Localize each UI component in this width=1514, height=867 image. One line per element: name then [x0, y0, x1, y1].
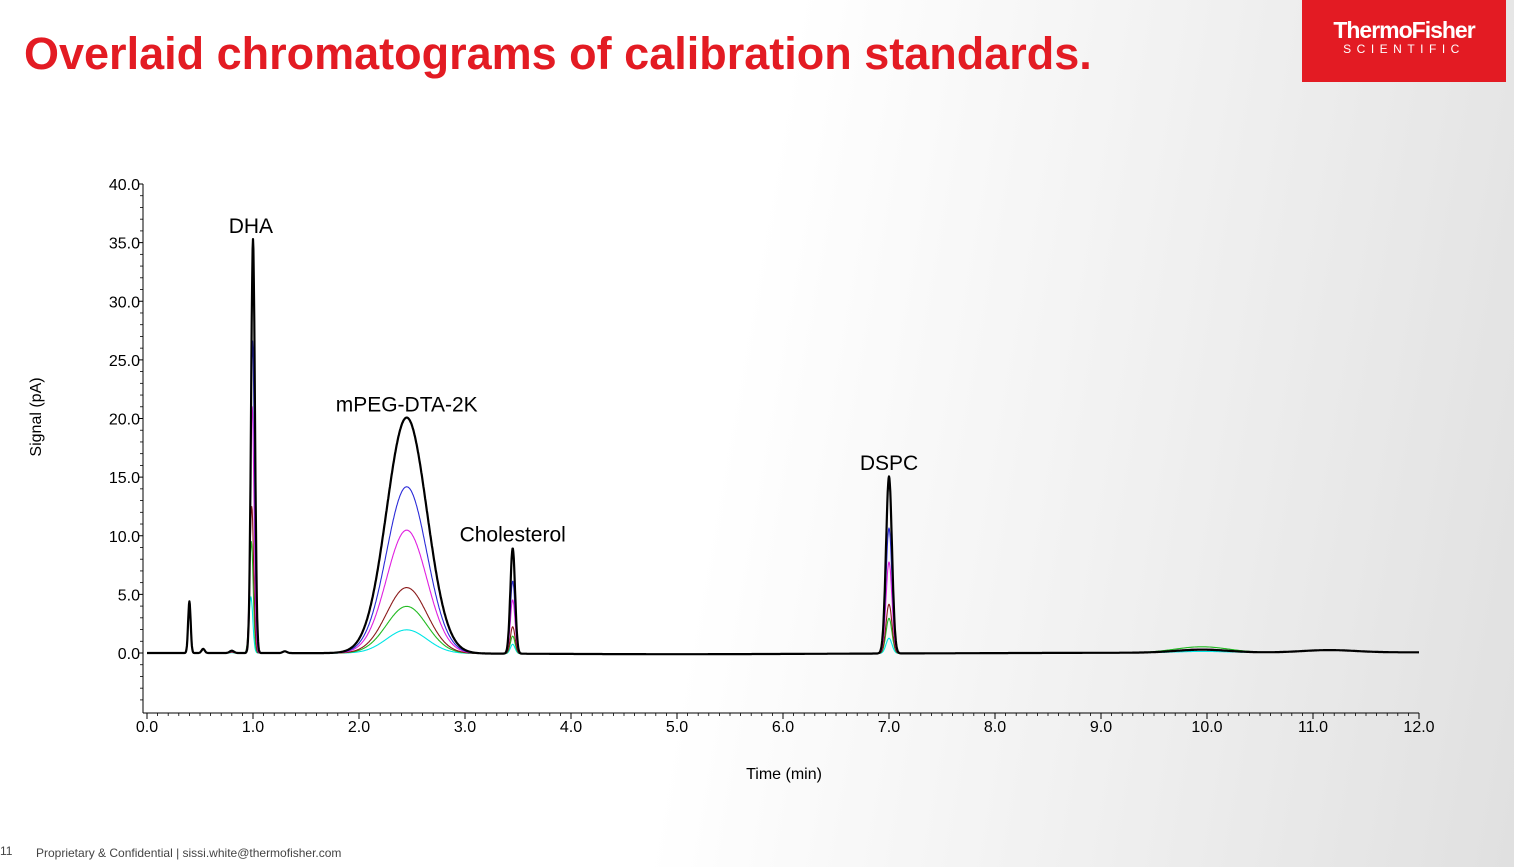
- x-tick-label: 6.0: [772, 719, 794, 736]
- page-number: 11: [0, 844, 13, 858]
- x-tick-label: 3.0: [454, 719, 476, 736]
- chromatogram-trace: [146, 406, 1420, 655]
- chart-axes: [142, 184, 1419, 714]
- x-tick-label: 9.0: [1090, 719, 1112, 736]
- thermo-fisher-logo: ThermoFisher SCIENTIFIC: [1302, 0, 1506, 82]
- y-tick-label: 40.0: [109, 177, 140, 194]
- x-tick-label: 2.0: [348, 719, 370, 736]
- axis-ticks: 0.0 1.0 2.0 3.0 4.0 5.0 6.0 7.0 8.0 9.0 10.0 11.0 12…: [109, 177, 1435, 736]
- x-tick-label: 4.0: [560, 719, 582, 736]
- y-tick-label: 5.0: [118, 587, 140, 604]
- peak-label: DSPC: [860, 452, 918, 475]
- x-tick-label: 0.0: [136, 719, 158, 736]
- chart-labels: Signal (pA) Time (min): [28, 377, 822, 783]
- x-axis-title: Time (min): [746, 766, 822, 783]
- x-tick-label: 7.0: [878, 719, 900, 736]
- chart-series: [146, 238, 1420, 656]
- chromatogram-trace: [146, 596, 1420, 655]
- y-axis-title: Signal (pA): [28, 377, 45, 456]
- x-tick-label: 1.0: [242, 719, 264, 736]
- chromatogram-trace: [146, 505, 1420, 655]
- y-tick-label: 15.0: [109, 470, 140, 487]
- chromatogram-trace: [146, 238, 1420, 656]
- peak-label: mPEG-DTA-2K: [336, 393, 478, 416]
- peak-annotations: DHA mPEG-DTA-2K Cholesterol DSPC: [229, 215, 918, 546]
- peak-label: Cholesterol: [460, 523, 566, 546]
- y-tick-label: 10.0: [109, 529, 140, 546]
- y-tick-label: 20.0: [109, 412, 140, 429]
- x-tick-label: 5.0: [666, 719, 688, 736]
- x-tick-label: 12.0: [1403, 719, 1434, 736]
- y-tick-label: 35.0: [109, 236, 140, 253]
- y-tick-label: 30.0: [109, 294, 140, 311]
- logo-wordmark: ThermoFisher: [1333, 17, 1475, 43]
- peak-label: DHA: [229, 215, 273, 238]
- x-tick-label: 10.0: [1191, 719, 1222, 736]
- logo-subtitle: SCIENTIFIC: [1343, 42, 1465, 56]
- x-tick-label: 8.0: [984, 719, 1006, 736]
- x-tick-label: 11.0: [1298, 719, 1328, 736]
- y-tick-label: 25.0: [109, 353, 140, 370]
- footer-confidential: Proprietary & Confidential | sissi.white…: [36, 846, 342, 860]
- chromatogram-trace: [146, 541, 1420, 655]
- slide-title: Overlaid chromatograms of calibration st…: [24, 28, 1092, 79]
- chromatogram-trace: [146, 340, 1420, 655]
- y-tick-label: 0.0: [118, 646, 140, 663]
